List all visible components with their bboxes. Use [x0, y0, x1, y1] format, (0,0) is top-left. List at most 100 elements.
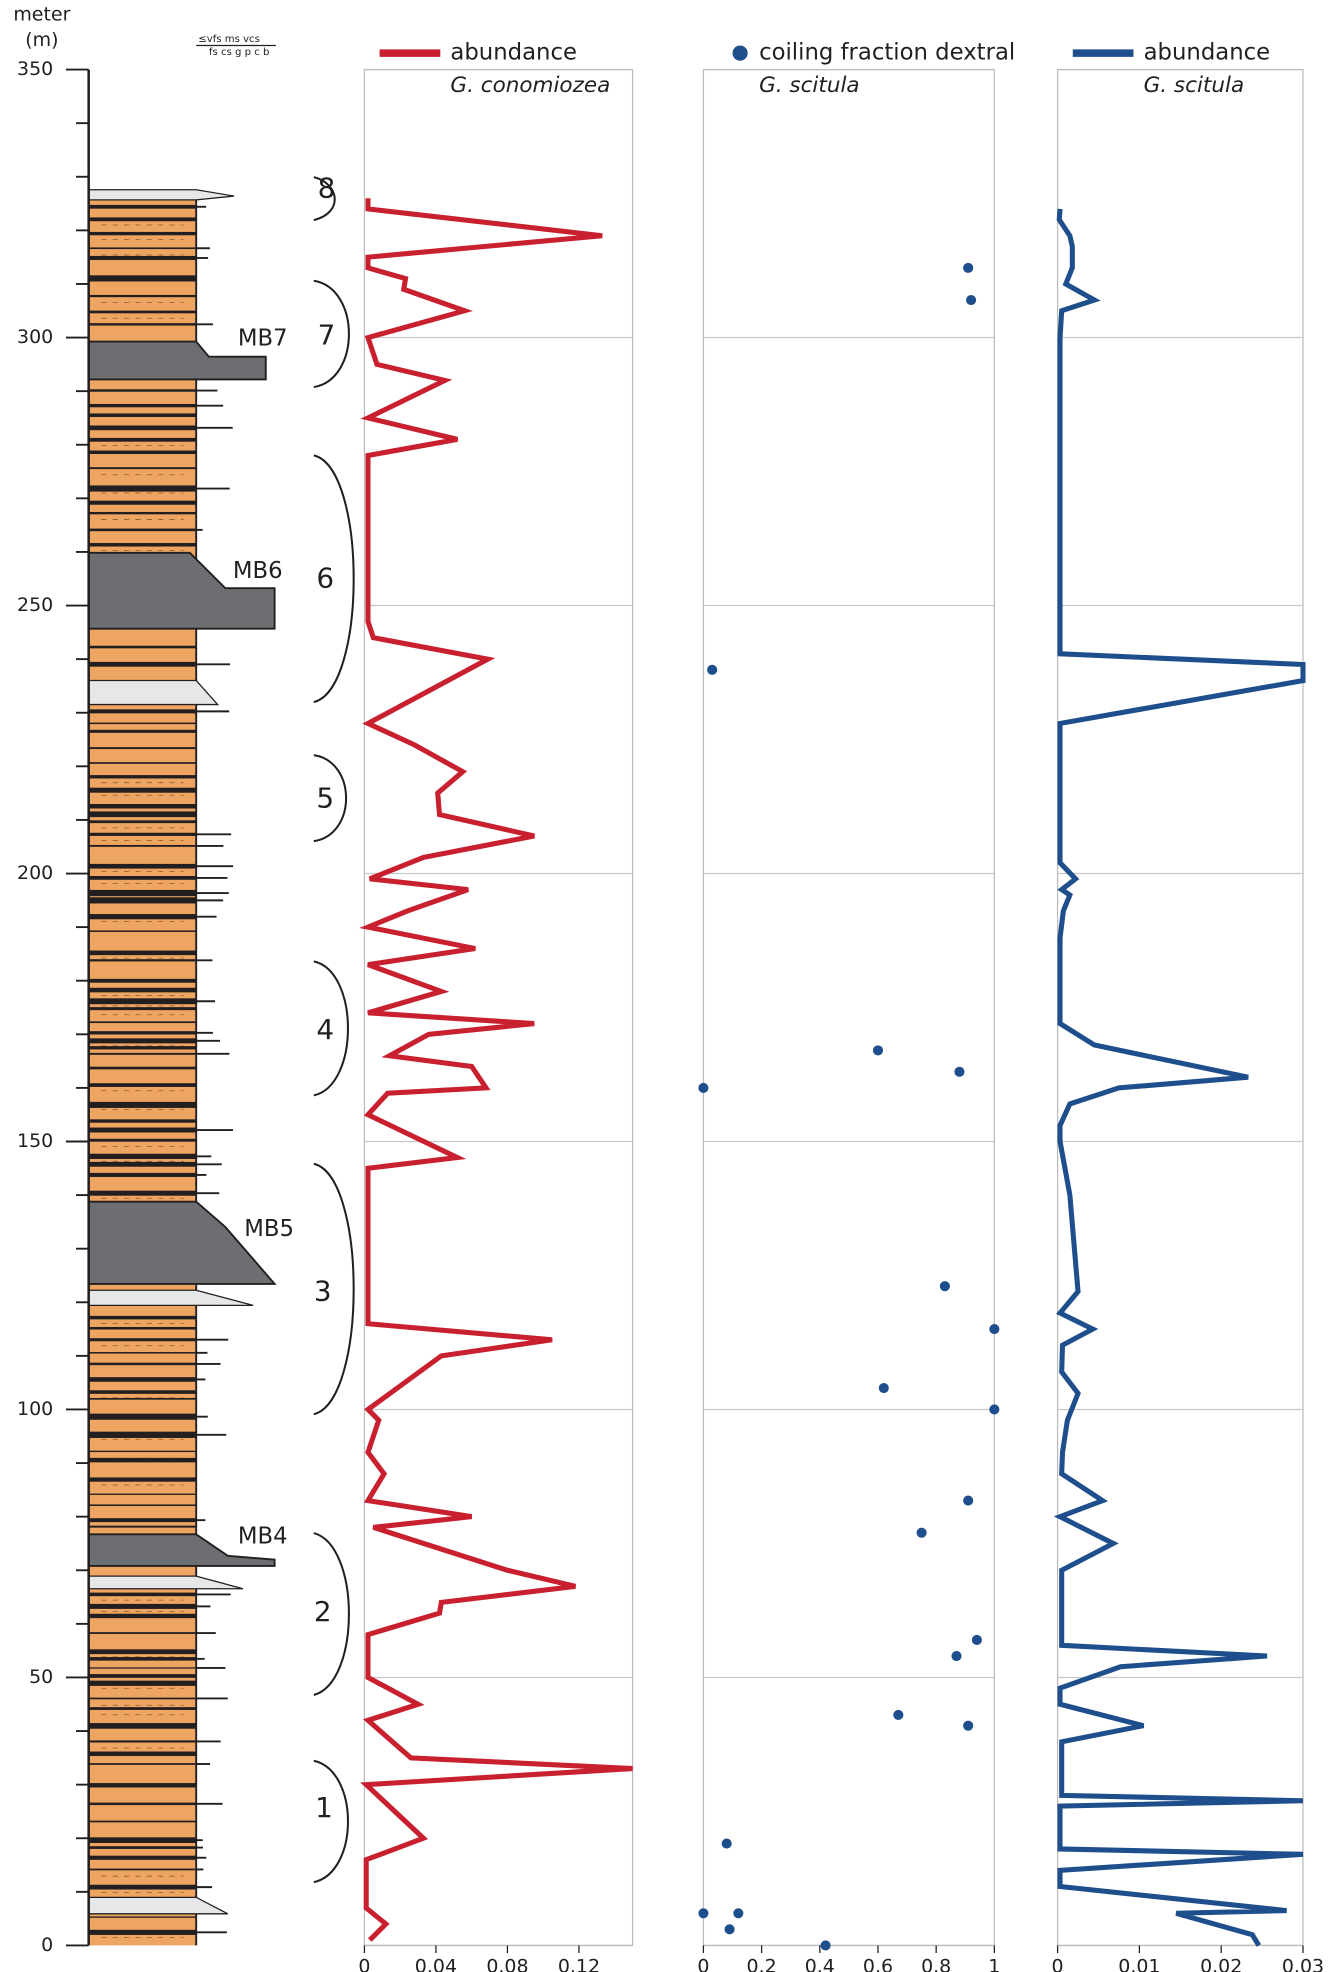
mudstone-bed — [89, 1191, 197, 1196]
y-tick-label: 150 — [17, 1130, 53, 1152]
legend-label: abundance — [1144, 40, 1271, 66]
mudstone-bed — [89, 425, 197, 430]
unit-label: MB4 — [238, 1523, 288, 1549]
data-point — [963, 263, 973, 273]
mudstone-bed — [89, 1504, 197, 1506]
mudstone-bed — [89, 247, 197, 249]
y-tick-label: 350 — [17, 58, 53, 80]
mudstone-bed — [89, 864, 197, 869]
sand-bed — [89, 1897, 228, 1913]
mudstone-bed — [89, 529, 197, 532]
mudstone-bed — [89, 275, 197, 281]
mudstone-bed — [89, 232, 197, 235]
mudstone-bed — [89, 1526, 197, 1528]
x-tick-label: 0.08 — [486, 1955, 528, 1972]
figure: 8 7 6 5 4 3 2 1 MB7 MB6 MB5 MB4 meter (m… — [0, 0, 1336, 1972]
mudstone-bed — [89, 1916, 197, 1917]
data-point — [879, 1383, 889, 1393]
data-point — [707, 665, 717, 675]
mudstone-bed — [89, 833, 197, 836]
y-tick-label: 300 — [17, 326, 53, 348]
mudstone-bed — [89, 1783, 197, 1787]
mudstone-bed — [89, 1363, 197, 1365]
mudstone-bed — [89, 512, 197, 514]
mudstone-bed — [89, 804, 197, 808]
legend-species: G. scitula — [1144, 73, 1245, 98]
mudstone-bed — [89, 205, 197, 209]
mudstone-bed — [89, 413, 197, 417]
mudstone-bed — [89, 1067, 197, 1070]
mudstone-bed — [89, 467, 197, 469]
mudstone-bed — [89, 1154, 197, 1159]
mudstone-bed — [89, 998, 197, 1004]
mudstone-bed — [89, 1046, 197, 1049]
mudstone-bed — [89, 1885, 197, 1890]
mudstone-bed — [89, 1007, 197, 1010]
cycle-label: 5 — [316, 781, 334, 814]
mudstone-bed — [89, 1390, 197, 1394]
mudstone-bed — [89, 1128, 197, 1133]
data-point — [698, 1083, 708, 1093]
mudstone-bed — [89, 217, 197, 221]
mudstone-bed — [89, 762, 197, 764]
mudstone-bed — [89, 1518, 197, 1522]
data-point — [940, 1281, 950, 1291]
unit-label: MB6 — [233, 558, 283, 584]
y-tick-label: 100 — [17, 1398, 53, 1420]
mudstone-bed — [89, 438, 197, 442]
y-tick-label: 250 — [17, 594, 53, 616]
axis-unit: (m) — [25, 29, 58, 51]
mudstone-bed — [89, 1162, 197, 1167]
x-tick-label: 0 — [697, 1955, 709, 1972]
x-tick-label: 0.4 — [805, 1955, 835, 1972]
mudstone-bed — [89, 1649, 197, 1654]
mudstone-bed — [89, 646, 197, 649]
mudstone-bed — [89, 1451, 197, 1452]
mudstone-bed — [89, 662, 197, 667]
mudstone-bed — [89, 951, 197, 956]
data-point — [972, 1635, 982, 1645]
mudstone-bed — [89, 1821, 197, 1823]
mudstone-bed — [89, 709, 197, 713]
mudstone-bed — [89, 451, 197, 454]
x-tick-label: 0.2 — [747, 1955, 777, 1972]
mudstone-bed — [89, 890, 197, 896]
cycle-label: 4 — [316, 1013, 334, 1046]
data-point — [722, 1839, 732, 1849]
mudstone-bed — [89, 1352, 197, 1354]
x-tick-label: 0.8 — [921, 1955, 951, 1972]
sand-bed — [89, 190, 234, 200]
mudstone-bed — [89, 1458, 197, 1462]
cycle-label: 8 — [318, 172, 336, 205]
data-point — [954, 1067, 964, 1077]
mudstone-bed — [89, 1031, 197, 1034]
mudstone-bed — [89, 723, 197, 725]
mudstone-bed — [89, 1102, 197, 1108]
mudstone-bed — [89, 1083, 197, 1087]
legend-species: G. scitula — [759, 73, 860, 98]
data-line — [1059, 209, 1303, 1946]
mudstone-bed — [89, 1632, 197, 1634]
mudstone-bed — [89, 775, 197, 778]
sand-bed — [89, 1576, 243, 1589]
mudstone-bed — [89, 1377, 197, 1382]
mudstone-bed — [89, 485, 197, 491]
data-point — [698, 1908, 708, 1918]
mudstone-bed — [89, 1856, 197, 1860]
mudstone-bed — [89, 876, 197, 880]
data-point — [966, 295, 976, 305]
x-tick-label: 0.6 — [863, 1955, 893, 1972]
mudstone-bed — [89, 1604, 197, 1609]
unit-label: MB5 — [244, 1216, 294, 1242]
mudstone-bed — [89, 930, 197, 932]
cycle-label: 3 — [314, 1275, 332, 1308]
data-point — [963, 1721, 973, 1731]
sand-bed — [89, 1290, 253, 1305]
data-point — [893, 1710, 903, 1720]
mudstone-bed — [89, 1698, 197, 1700]
mudstone-bed — [89, 1593, 197, 1597]
mudstone-bed — [89, 897, 197, 903]
mudstone-bed — [89, 1327, 197, 1330]
legend-marker — [733, 46, 748, 61]
mudstone-bed — [89, 1173, 197, 1177]
